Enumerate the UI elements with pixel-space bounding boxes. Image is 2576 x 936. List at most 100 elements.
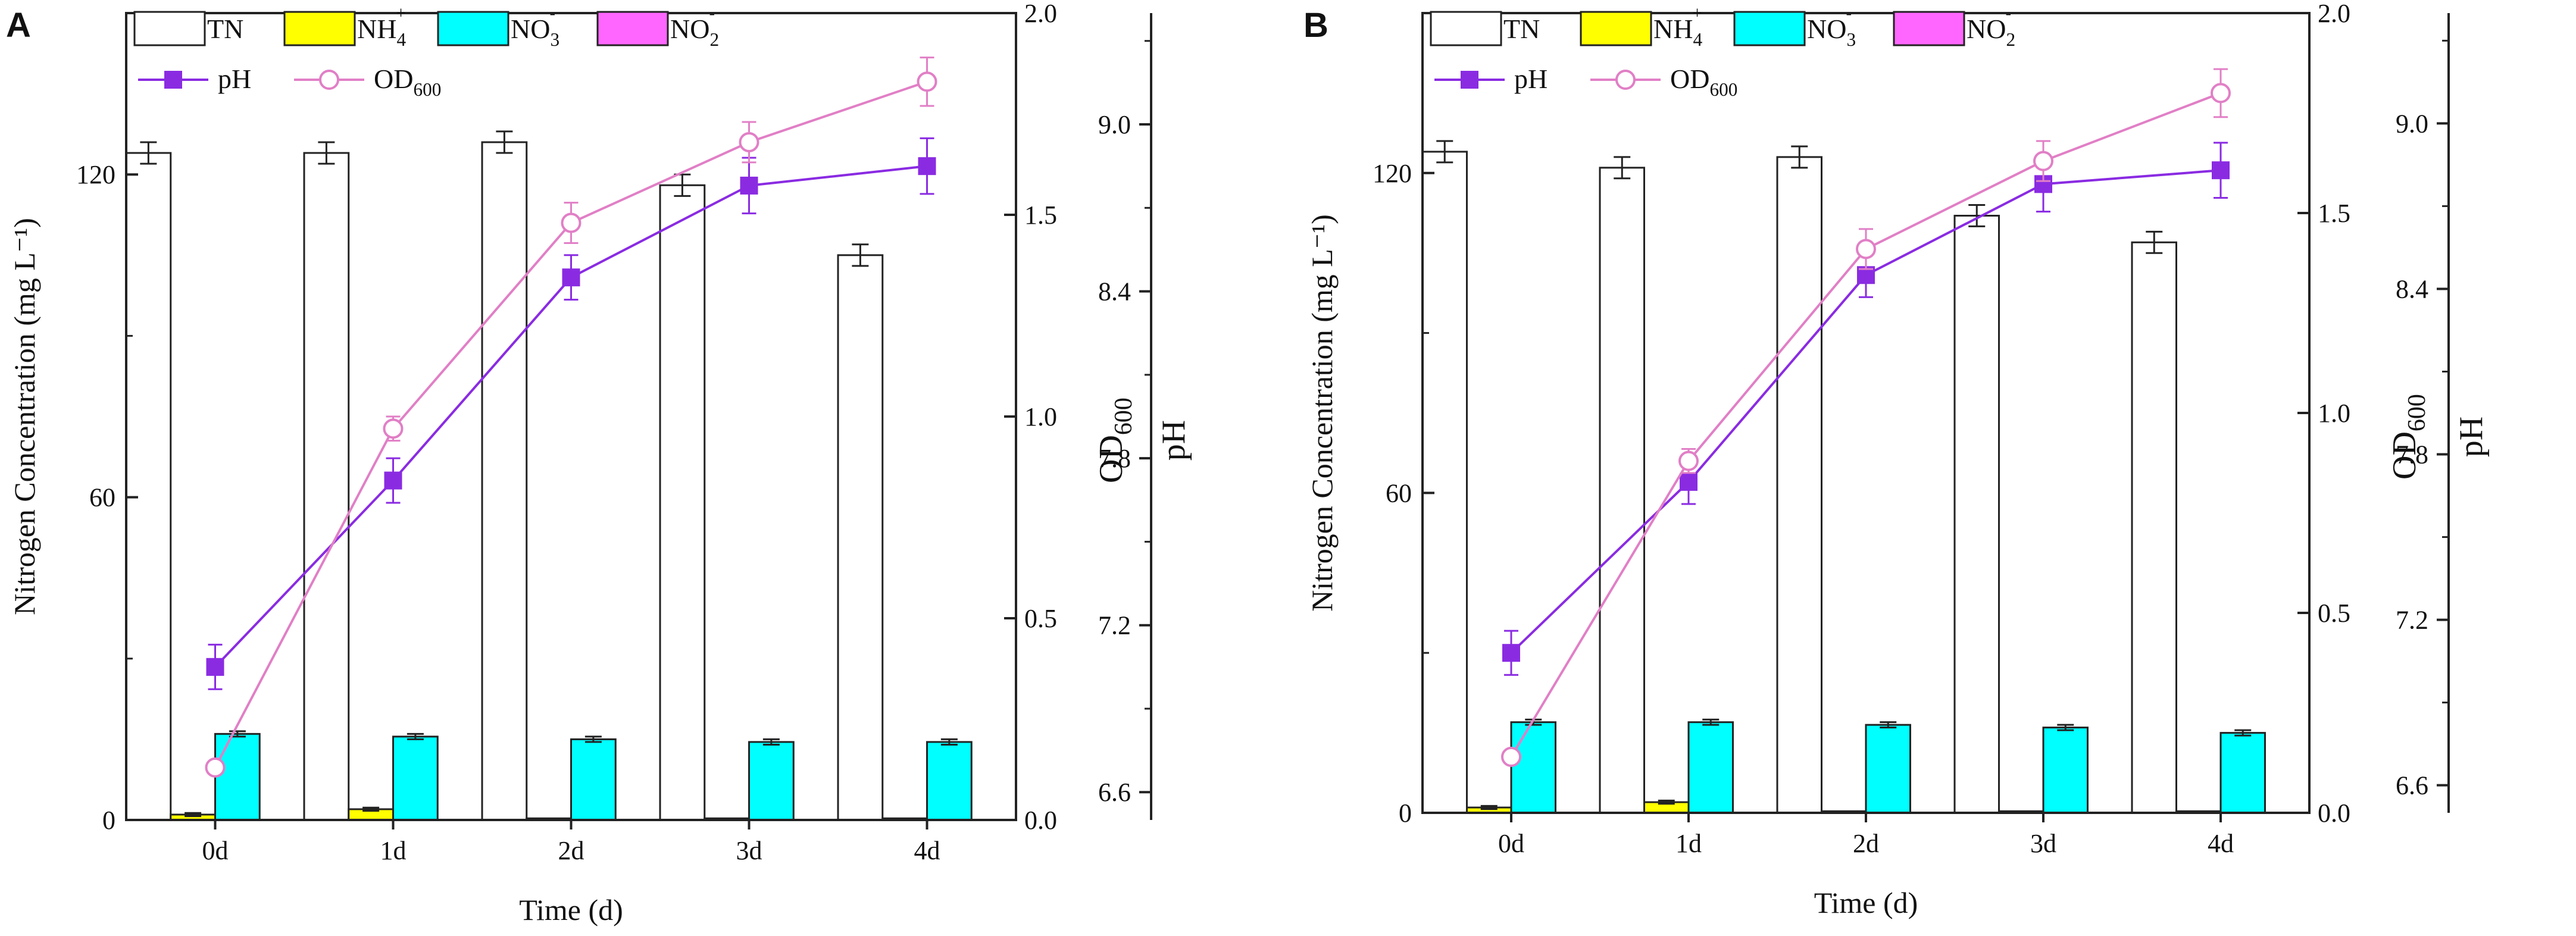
legend-label-0-base: TN — [1503, 14, 1540, 44]
marker-ph-1 — [1680, 472, 1697, 491]
x-axis-title: Time (d) — [1814, 886, 1918, 919]
legend-label-3-sup: - — [2006, 4, 2012, 23]
y3-tick-label: 8.4 — [2396, 274, 2428, 303]
y2-tick-label: 0.0 — [1024, 806, 1057, 835]
panel-a: A 0 60 120 0d 1d 2d 3d 4d Time (d) Nitrogen Concen… — [6, 0, 1192, 926]
legend-label-2-sup: - — [550, 4, 556, 23]
marker-od600-2 — [1856, 239, 1876, 259]
x-tick-label: 2d — [558, 836, 584, 865]
bar-tn-0 — [1421, 151, 1468, 814]
y3-tick-label: 8.4 — [1098, 277, 1131, 306]
marker-od600-3 — [2033, 151, 2053, 171]
x-tick-label: 1d — [1675, 829, 1702, 858]
legend-line-label-0: pH — [1514, 64, 1548, 94]
legend-label-2-base: NO — [1807, 14, 1846, 44]
legend-label-1-sub: 4 — [396, 29, 406, 50]
legend-line-label-1: OD600 — [374, 64, 441, 100]
y3-tick-label: 7.8 — [2396, 440, 2428, 469]
bar-tn-4 — [837, 254, 884, 821]
legend-swatch-0 — [1430, 11, 1502, 46]
legend-label-2: NO3 - — [511, 4, 559, 50]
y2-tick-label: 1.0 — [1024, 402, 1057, 431]
y2-axis-title-sub: 600 — [2403, 394, 2431, 431]
bars — [1421, 140, 2266, 814]
legend-label-0: TN — [207, 14, 243, 44]
y2-tick-label: 1.5 — [2318, 199, 2350, 228]
panel-label: B — [1303, 6, 1328, 45]
marker-ph-1 — [384, 471, 402, 490]
marker-od600-4 — [2211, 83, 2231, 104]
bar-no3-1 — [392, 735, 439, 821]
y-tick-label: 120 — [76, 160, 115, 189]
legend-line-label-1-base: OD — [1670, 64, 1709, 94]
marker-ph-0 — [206, 658, 224, 676]
legend-marker-ph — [164, 71, 182, 89]
bar-tn-2 — [481, 141, 528, 821]
x-tick-label: 4d — [914, 836, 940, 865]
y2-axis-title: OD600 — [2386, 394, 2431, 480]
legend-label-1: NH4 + — [357, 4, 406, 50]
bar-no3-3 — [748, 741, 795, 821]
marker-od600-0 — [205, 757, 226, 778]
marker-od600-0 — [1501, 746, 1521, 767]
y-tick-label: 120 — [1373, 159, 1412, 188]
legend-swatch-3 — [1893, 11, 1965, 46]
legend-label-1: NH4 + — [1653, 4, 1702, 50]
panel-b: B 0 60 120 0d 1d 2d 3d 4d Time (d) Nitrogen Concen… — [1303, 0, 2490, 919]
panel-label: A — [6, 6, 31, 45]
marker-od600-1 — [1678, 450, 1699, 471]
legend-line-label-0-base: pH — [218, 64, 251, 94]
legend-label-2-sub: 3 — [1846, 29, 1856, 50]
y-axis-title: Nitrogen Concentration (mg L⁻¹) — [1305, 214, 1339, 612]
bar-no3-4 — [926, 741, 973, 821]
marker-od600-3 — [739, 132, 759, 152]
legend: TN NH4+NO3-NO2-pH OD600 — [133, 4, 719, 100]
y3-tick-label: 7.2 — [2396, 606, 2428, 635]
y2-tick-label: 0.5 — [1024, 604, 1057, 633]
bar-no3-2 — [570, 738, 617, 821]
legend-line-label-1-sub: 600 — [413, 79, 441, 100]
x-tick-label: 4d — [2208, 829, 2234, 858]
legend-label-3: NO2 - — [670, 4, 719, 50]
legend-label-3-sup: - — [709, 4, 715, 23]
bar-tn-0 — [125, 152, 172, 821]
bar-no3-2 — [1865, 724, 1911, 814]
legend-line-label-0: pH — [218, 64, 251, 94]
x-axis-title: Time (d) — [519, 893, 623, 926]
legend-marker-od600 — [1615, 70, 1636, 90]
bar-tn-2 — [1776, 156, 1822, 814]
y-axis-title: Nitrogen Concentration (mg L⁻¹) — [8, 218, 41, 615]
bars — [125, 130, 973, 821]
legend-label-0-base: TN — [207, 14, 243, 44]
legend-label-3-sub: 2 — [2006, 29, 2015, 50]
legend-line-label-1-sub: 600 — [1709, 79, 1737, 100]
legend-swatch-3 — [596, 11, 669, 46]
legend-swatch-1 — [283, 11, 356, 46]
y2-tick-label: 0.0 — [2318, 799, 2350, 828]
legend-line-label-1: OD600 — [1670, 64, 1737, 100]
legend-label-2: NO3 - — [1807, 4, 1856, 50]
bar-no3-3 — [2042, 727, 2089, 814]
legend-label-1-sup: + — [396, 4, 406, 23]
marker-od600-4 — [917, 71, 937, 92]
lines — [1501, 68, 2231, 767]
marker-ph-4 — [918, 157, 936, 176]
legend-swatch-2 — [437, 11, 509, 46]
y3-axis-title: pH — [2453, 417, 2490, 457]
y3-tick-label: 6.6 — [2396, 771, 2428, 800]
y-tick-label: 60 — [1386, 478, 1412, 508]
x-tick-label: 2d — [1853, 829, 1879, 858]
y2-tick-label: 2.0 — [2318, 0, 2350, 28]
legend-label-3-sub: 2 — [709, 29, 719, 50]
y2-tick-label: 1.5 — [1024, 201, 1057, 230]
y-tick-label: 60 — [89, 483, 115, 512]
marker-ph-4 — [2212, 161, 2230, 180]
legend-swatch-2 — [1733, 11, 1806, 46]
legend-label-1-sup: + — [1693, 4, 1702, 23]
legend-swatch-1 — [1580, 11, 1652, 46]
y-tick-label: 0 — [1399, 799, 1412, 828]
y2-tick-label: 2.0 — [1024, 0, 1057, 28]
bar-no3-1 — [1687, 721, 1734, 814]
y2-axis-title-base: OD — [2386, 431, 2423, 480]
